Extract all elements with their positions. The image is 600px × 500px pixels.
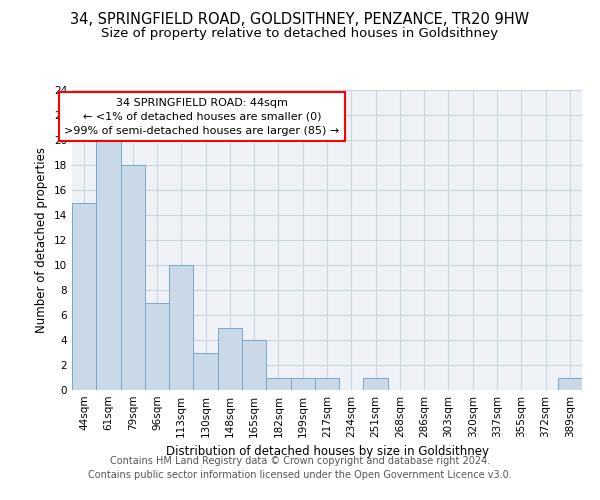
Bar xyxy=(169,265,193,390)
Bar xyxy=(315,378,339,390)
Y-axis label: Number of detached properties: Number of detached properties xyxy=(35,147,49,333)
Bar xyxy=(290,378,315,390)
Bar xyxy=(266,378,290,390)
Bar xyxy=(218,328,242,390)
Text: 34 SPRINGFIELD ROAD: 44sqm
← <1% of detached houses are smaller (0)
>99% of semi: 34 SPRINGFIELD ROAD: 44sqm ← <1% of deta… xyxy=(64,98,340,136)
Bar xyxy=(193,352,218,390)
Text: Size of property relative to detached houses in Goldsithney: Size of property relative to detached ho… xyxy=(101,28,499,40)
Bar xyxy=(558,378,582,390)
Bar xyxy=(145,302,169,390)
X-axis label: Distribution of detached houses by size in Goldsithney: Distribution of detached houses by size … xyxy=(166,446,488,458)
Bar xyxy=(364,378,388,390)
Bar xyxy=(96,140,121,390)
Text: 34, SPRINGFIELD ROAD, GOLDSITHNEY, PENZANCE, TR20 9HW: 34, SPRINGFIELD ROAD, GOLDSITHNEY, PENZA… xyxy=(70,12,530,28)
Text: Contains HM Land Registry data © Crown copyright and database right 2024.
Contai: Contains HM Land Registry data © Crown c… xyxy=(88,456,512,480)
Bar xyxy=(242,340,266,390)
Bar xyxy=(121,165,145,390)
Bar xyxy=(72,202,96,390)
